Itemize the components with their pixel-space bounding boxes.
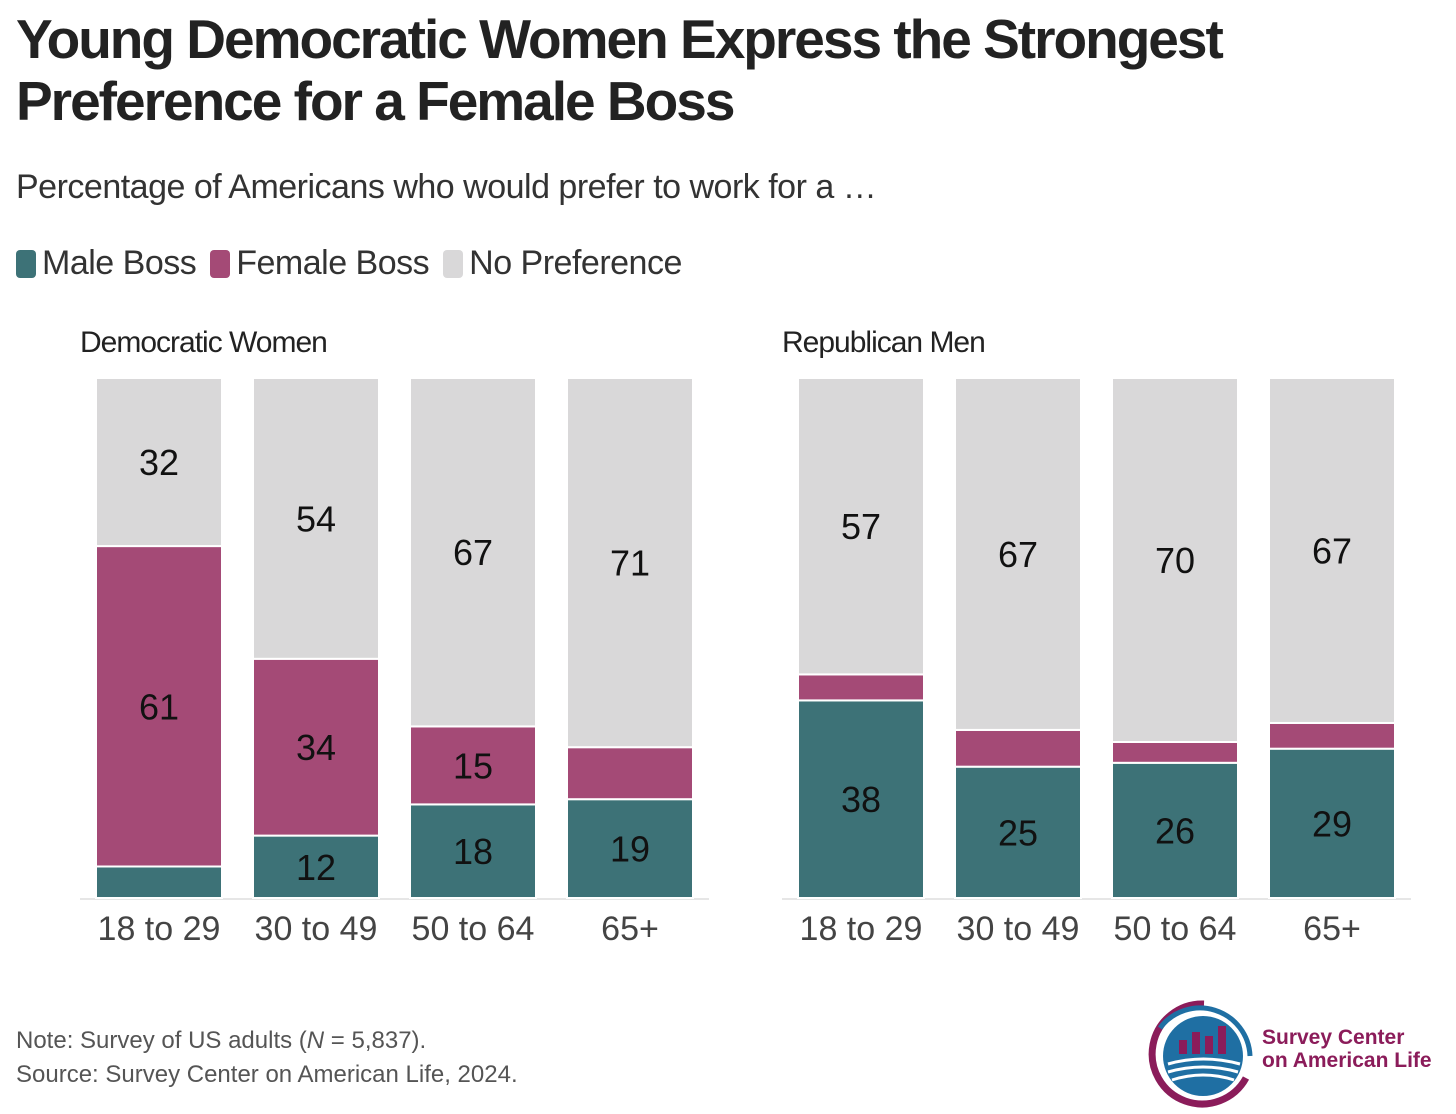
- legend-label-male: Male Boss: [42, 244, 197, 282]
- rep-men-bar-female-3: [1268, 721, 1396, 750]
- note-line: Note: Survey of US adults (N = 5,837).: [16, 1024, 518, 1058]
- rep-men-bar-male-0-label: 38: [841, 779, 881, 820]
- legend-item-male: Male Boss: [16, 244, 197, 283]
- dem-women-bar-male-2-label: 18: [453, 831, 493, 872]
- rep-men-bar-nopref-3-label: 67: [1312, 530, 1352, 571]
- dem-women-bar-female-2-label: 15: [453, 745, 493, 786]
- rep-men-bar-nopref-0-label: 57: [841, 506, 881, 547]
- dem-women-bar-male-3-label: 19: [610, 829, 650, 870]
- rep-men-bar-male-1-label: 25: [998, 812, 1038, 853]
- dem-women-bar-nopref-3: [566, 377, 694, 749]
- dem-women-bar-female-2: [409, 725, 537, 806]
- panel-title-democratic-women: Democratic Women: [80, 326, 328, 359]
- chart-title: Young Democratic Women Express the Stron…: [16, 8, 1224, 132]
- dem-women-x-tick-2: 50 to 64: [412, 910, 535, 948]
- logo-icon: [1148, 1000, 1253, 1108]
- panel-title-republican-men: Republican Men: [782, 326, 986, 359]
- dem-women-bar-female-0: [95, 545, 223, 868]
- legend-label-nopref: No Preference: [469, 244, 682, 282]
- rep-men-bar-male-3: [1268, 747, 1396, 899]
- rep-men-bar-male-2: [1111, 761, 1239, 899]
- chart-area: 61 32 18 to 29 12 34 54 30 to 49 18 15 67 50 to 64…: [80, 377, 1411, 948]
- dem-women-bar-nopref-0-label: 32: [139, 442, 179, 483]
- rep-men-bar-male-3-label: 29: [1312, 803, 1352, 844]
- dem-women-bar-nopref-3-label: 71: [610, 543, 650, 584]
- dem-women-bar-nopref-2-label: 67: [453, 532, 493, 573]
- dem-women-x-tick-0: 18 to 29: [98, 910, 221, 948]
- rep-men-bar-female-0: [797, 673, 925, 702]
- rep-men-x-tick-0: 18 to 29: [800, 910, 923, 948]
- survey-center-logo: Survey Center on American Life: [1146, 998, 1446, 1108]
- dem-women-bar-nopref-0: [95, 377, 223, 548]
- rep-men-bar-male-1: [954, 765, 1082, 900]
- note-n-value: = 5,837).: [324, 1027, 427, 1054]
- legend: Male Boss Female Boss No Preference: [16, 244, 696, 283]
- dem-women-bar-female-3: [566, 746, 694, 801]
- note-prefix: Note: Survey of US adults (: [16, 1027, 307, 1054]
- rep-men-bar-female-1: [954, 728, 1082, 768]
- legend-swatch-female: [210, 249, 231, 278]
- rep-men-bar-nopref-1-label: 67: [998, 534, 1038, 575]
- rep-men-bar-male-0: [797, 699, 925, 900]
- legend-swatch-male: [16, 249, 36, 278]
- rep-men-bar-nopref-0: [797, 377, 925, 676]
- legend-item-nopref: No Preference: [443, 244, 682, 283]
- rep-men-bar-nopref-1: [954, 377, 1082, 731]
- note-n-symbol: N: [306, 1027, 325, 1054]
- dem-women-bar-male-1: [252, 834, 380, 899]
- dem-women-bar-nopref-1-label: 54: [296, 498, 336, 539]
- rep-men-x-tick-2: 50 to 64: [1114, 910, 1237, 948]
- chart-subtitle: Percentage of Americans who would prefer…: [16, 168, 877, 206]
- logo-text: Survey Center on American Life: [1262, 1026, 1432, 1072]
- rep-men-bar-male-2-label: 26: [1155, 810, 1195, 851]
- logo-line1: Survey Center: [1262, 1026, 1405, 1049]
- legend-item-female: Female Boss: [210, 244, 430, 283]
- dem-women-bar-nopref-1: [252, 377, 380, 660]
- rep-men-bar-nopref-2: [1111, 377, 1239, 743]
- dem-women-bar-female-0-label: 61: [139, 686, 179, 727]
- dem-women-bar-nopref-2: [409, 377, 537, 728]
- legend-swatch-nopref: [443, 249, 464, 278]
- dem-women-bar-male-2: [409, 803, 537, 900]
- dem-women-bar-male-0: [95, 865, 223, 900]
- source-line: Source: Survey Center on American Life, …: [16, 1061, 518, 1088]
- rep-men-x-tick-3: 65+: [1303, 910, 1361, 948]
- dem-women-bar-male-3: [566, 798, 694, 900]
- dem-women-bar-male-1-label: 12: [296, 847, 336, 888]
- dem-women-x-tick-1: 30 to 49: [255, 910, 378, 948]
- rep-men-x-tick-1: 30 to 49: [957, 910, 1080, 948]
- rep-men-bar-nopref-2-label: 70: [1155, 540, 1195, 581]
- rep-men-bar-female-2: [1111, 741, 1239, 764]
- logo-line2: on American Life: [1262, 1049, 1432, 1072]
- dem-women-bar-female-1-label: 34: [296, 727, 336, 768]
- dem-women-x-tick-3: 65+: [601, 910, 659, 948]
- legend-label-female: Female Boss: [236, 244, 430, 282]
- rep-men-bar-nopref-3: [1268, 377, 1396, 724]
- note-block: Note: Survey of US adults (N = 5,837). S…: [16, 1024, 518, 1092]
